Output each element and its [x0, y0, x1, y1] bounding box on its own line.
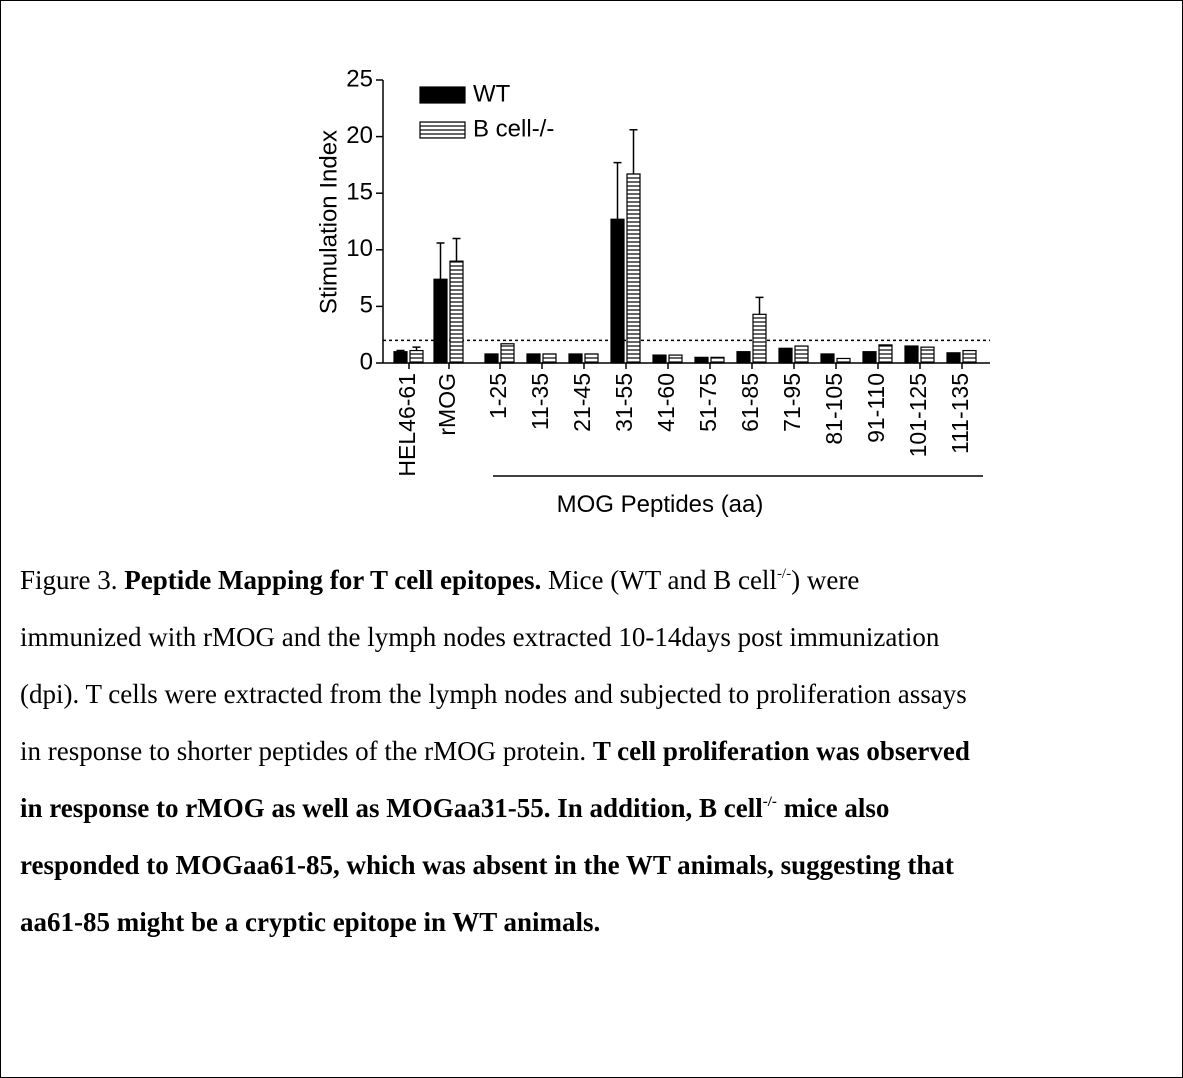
bar	[962, 349, 977, 364]
x-tick-label: 41-60	[653, 373, 679, 432]
bar	[484, 353, 499, 364]
caption-text: Peptide Mapping for T cell epitopes.	[124, 565, 542, 595]
x-tick-label: 31-55	[611, 373, 637, 432]
x-tick-label: HEL46-61	[394, 373, 420, 477]
caption-text: in response to shorter peptides of the r…	[20, 736, 593, 766]
bar	[946, 352, 961, 364]
x-tick-label: 81-105	[821, 373, 847, 445]
y-tick-label: 20	[346, 122, 373, 149]
bar	[626, 173, 641, 364]
error-bar	[436, 242, 445, 280]
bar	[449, 260, 464, 364]
caption-text: in response to rMOG as well as MOGaa31-5…	[20, 793, 763, 823]
y-tick-label: 0	[360, 348, 373, 375]
bar	[526, 353, 541, 364]
caption-text: -/-	[762, 794, 777, 810]
x-axis-label: MOG Peptides (aa)	[557, 491, 764, 518]
y-tick-label: 25	[346, 65, 373, 92]
caption-line: (dpi). T cells were extracted from the l…	[20, 666, 970, 723]
x-tick-label: rMOG	[434, 373, 460, 436]
bar	[736, 351, 751, 364]
caption-text: T cell proliferation was observed	[592, 736, 970, 766]
y-tick-label: 15	[346, 179, 373, 206]
bar	[500, 343, 515, 364]
error-bar	[452, 237, 461, 262]
bar	[584, 353, 599, 364]
caption-text: Mice (WT and B cell	[541, 565, 777, 595]
x-tick-label: 61-85	[737, 373, 763, 432]
caption-line: immunized with rMOG and the lymph nodes …	[20, 609, 970, 666]
bar	[652, 354, 667, 364]
caption-text: (dpi). T cells were extracted from the l…	[20, 679, 967, 709]
legend-swatch	[419, 86, 466, 104]
x-tick-label: 1-25	[485, 373, 511, 419]
caption-text: -/-	[776, 566, 792, 582]
caption-line: in response to rMOG as well as MOGaa31-5…	[20, 780, 970, 837]
x-tick-label: 21-45	[569, 373, 595, 432]
bar	[862, 351, 877, 364]
x-tick-label: 101-125	[905, 373, 931, 457]
legend-label: B cell-/-	[473, 115, 554, 142]
error-bar	[629, 129, 638, 174]
legend-swatch	[419, 121, 466, 139]
bar	[836, 357, 851, 364]
caption-text: immunized with rMOG and the lymph nodes …	[20, 622, 940, 652]
bar	[668, 354, 683, 364]
error-bar	[396, 349, 405, 352]
caption-line: in response to shorter peptides of the r…	[20, 723, 970, 780]
error-bar	[755, 296, 764, 315]
x-tick-label: 91-110	[863, 373, 889, 443]
bar	[752, 313, 767, 364]
bar	[794, 345, 809, 364]
bar	[610, 218, 625, 364]
legend-label: WT	[473, 80, 511, 107]
bar	[409, 349, 424, 364]
bar	[710, 356, 725, 364]
bar	[920, 346, 935, 364]
y-tick-label: 5	[360, 292, 373, 319]
bar	[904, 345, 919, 364]
caption-line: aa61-85 might be a cryptic epitope in WT…	[20, 894, 970, 951]
caption-text: aa61-85 might be a cryptic epitope in WT…	[20, 907, 601, 937]
bar	[820, 353, 835, 364]
error-bar	[412, 346, 421, 351]
y-tick-label: 10	[346, 235, 373, 262]
x-tick-label: 11-35	[527, 373, 553, 430]
caption: Figure 3. Peptide Mapping for T cell epi…	[20, 552, 970, 951]
chart: Stimulation Index MOG Peptides (aa) 0 5 10…	[315, 65, 990, 518]
caption-text: Figure 3.	[20, 565, 125, 595]
x-tick-label: 111-135	[947, 373, 973, 454]
error-bar	[613, 161, 622, 220]
bar	[694, 356, 709, 364]
bar	[778, 347, 793, 364]
caption-line: Figure 3. Peptide Mapping for T cell epi…	[20, 552, 970, 609]
caption-text: ) were	[791, 565, 860, 595]
x-tick-label: 51-75	[695, 373, 721, 432]
bar	[568, 353, 583, 364]
y-axis-label: Stimulation Index	[315, 130, 342, 314]
caption-text: responded to MOGaa61-85, which was absen…	[20, 850, 954, 880]
caption-line: responded to MOGaa61-85, which was absen…	[20, 837, 970, 894]
caption-text: mice also	[776, 793, 890, 823]
x-tick-label: 71-95	[779, 373, 805, 432]
bar	[542, 353, 557, 364]
bar	[878, 344, 893, 364]
bar	[393, 351, 408, 364]
bar	[433, 278, 448, 364]
